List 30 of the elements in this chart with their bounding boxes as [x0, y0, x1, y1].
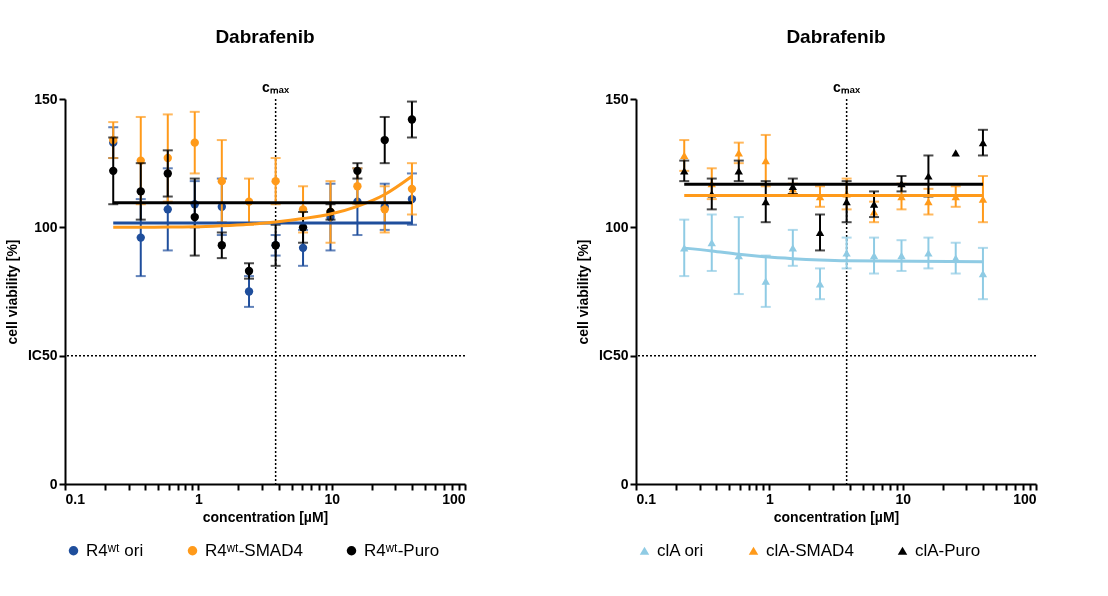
y-axis-title: cell viability [%]: [574, 239, 591, 345]
y-tick-label: IC50: [27, 347, 58, 364]
x-axis-title: concentration [µM]: [773, 508, 900, 525]
legend-label: R4ʷᵗ-Puro: [364, 540, 440, 560]
x-tick-label: 0.1: [636, 490, 657, 507]
legend-label: clA ori: [657, 540, 704, 560]
y-tick-label: 150: [34, 90, 58, 107]
x-tick-label: 1: [194, 490, 203, 507]
x-tick-label: 10: [324, 490, 341, 507]
y-tick-label: 0: [49, 475, 58, 492]
y-tick-label: 150: [605, 90, 629, 107]
legend-label: R4ʷᵗ-SMAD4: [205, 540, 303, 560]
x-tick-label: 0.1: [65, 490, 86, 507]
y-tick-label: IC50: [598, 347, 629, 364]
legend-label: clA-SMAD4: [766, 540, 854, 560]
x-tick-label: 100: [442, 490, 466, 507]
y-axis-title: cell viability [%]: [3, 239, 20, 345]
x-tick-label: 1: [765, 490, 774, 507]
chart-title: Dabrafenib: [786, 26, 886, 47]
ref-line-label: cₘₐₓ: [262, 79, 291, 95]
ref-line-label: cₘₐₓ: [833, 79, 862, 95]
x-tick-label: 100: [1013, 490, 1037, 507]
x-tick-label: 10: [895, 490, 912, 507]
y-tick-label: 100: [605, 218, 629, 235]
x-axis-title: concentration [µM]: [202, 508, 329, 525]
legend-label: clA-Puro: [915, 540, 981, 560]
y-tick-label: 0: [620, 475, 629, 492]
y-tick-label: 100: [34, 218, 58, 235]
legend-label: R4ʷᵗ ori: [86, 540, 144, 560]
chart-title: Dabrafenib: [215, 26, 315, 47]
